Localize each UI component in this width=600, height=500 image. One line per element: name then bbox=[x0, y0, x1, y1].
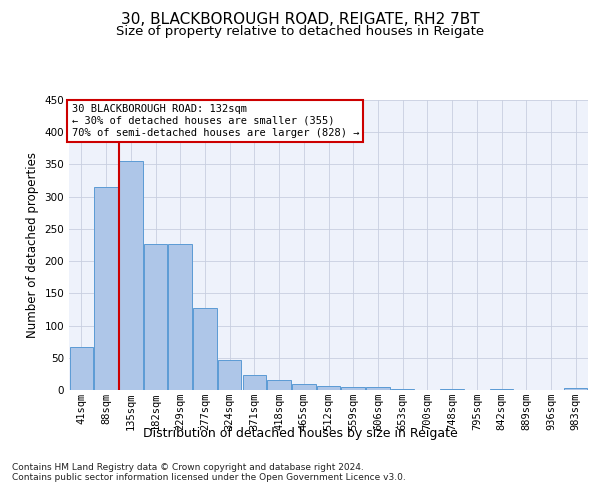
Bar bbox=[144, 244, 167, 390]
Bar bbox=[218, 360, 241, 390]
Bar bbox=[292, 384, 316, 390]
Bar bbox=[268, 380, 291, 390]
Bar bbox=[169, 244, 192, 390]
Bar bbox=[94, 187, 118, 390]
Bar bbox=[70, 347, 93, 390]
Text: Contains HM Land Registry data © Crown copyright and database right 2024.
Contai: Contains HM Land Registry data © Crown c… bbox=[12, 462, 406, 482]
Bar bbox=[193, 308, 217, 390]
Text: Size of property relative to detached houses in Reigate: Size of property relative to detached ho… bbox=[116, 25, 484, 38]
Text: Distribution of detached houses by size in Reigate: Distribution of detached houses by size … bbox=[143, 428, 457, 440]
Bar bbox=[317, 386, 340, 390]
Bar bbox=[564, 388, 587, 390]
Text: 30 BLACKBOROUGH ROAD: 132sqm
← 30% of detached houses are smaller (355)
70% of s: 30 BLACKBOROUGH ROAD: 132sqm ← 30% of de… bbox=[71, 104, 359, 138]
Bar bbox=[366, 388, 389, 390]
Bar bbox=[119, 161, 143, 390]
Y-axis label: Number of detached properties: Number of detached properties bbox=[26, 152, 39, 338]
Text: 30, BLACKBOROUGH ROAD, REIGATE, RH2 7BT: 30, BLACKBOROUGH ROAD, REIGATE, RH2 7BT bbox=[121, 12, 479, 28]
Bar bbox=[341, 388, 365, 390]
Bar bbox=[242, 375, 266, 390]
